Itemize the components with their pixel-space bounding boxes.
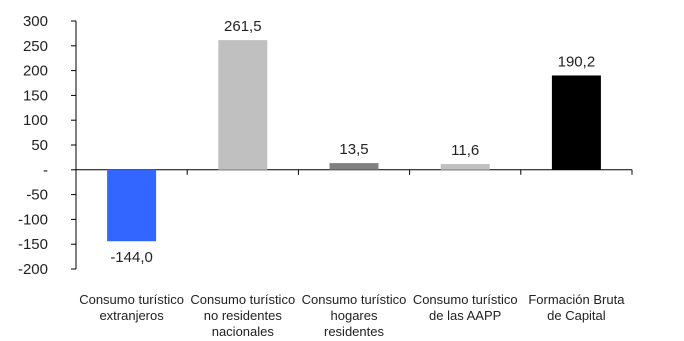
- y-tick-label: 100: [23, 112, 48, 129]
- bar: [551, 75, 601, 170]
- bar: [218, 40, 268, 170]
- bar: [440, 164, 490, 170]
- category-label: Formación Bruta: [528, 292, 625, 307]
- y-tick-label: 250: [23, 38, 48, 55]
- category-label: Consumo turístico: [413, 292, 518, 307]
- category-label: de las AAPP: [429, 308, 501, 323]
- data-label: 261,5: [224, 18, 262, 35]
- y-tick-label: 50: [31, 137, 48, 154]
- bar: [107, 169, 157, 242]
- y-tick-label: -50: [26, 187, 48, 204]
- y-tick-label: -: [43, 162, 48, 179]
- y-tick-label: -100: [18, 211, 48, 228]
- category-label: de Capital: [547, 308, 606, 323]
- category-label: Consumo turístico: [302, 292, 407, 307]
- category-label: Consumo turístico: [79, 292, 184, 307]
- y-tick-label: -200: [18, 261, 48, 278]
- y-tick-label: -150: [18, 236, 48, 253]
- y-tick-label: 300: [23, 13, 48, 30]
- category-label: residentes: [324, 324, 384, 339]
- y-tick-label: 150: [23, 87, 48, 104]
- category-label: Consumo turístico: [190, 292, 295, 307]
- data-label: -144,0: [110, 249, 153, 266]
- category-label: hogares: [331, 308, 378, 323]
- data-label: 13,5: [339, 141, 368, 158]
- bar: [329, 163, 379, 170]
- chart-bars: [107, 40, 601, 242]
- category-label: extranjeros: [99, 308, 164, 323]
- y-tick-label: 200: [23, 63, 48, 80]
- category-label: nacionales: [212, 324, 275, 339]
- data-label: 11,6: [451, 142, 479, 159]
- category-label: no residentes: [204, 308, 283, 323]
- data-label: 190,2: [558, 53, 596, 70]
